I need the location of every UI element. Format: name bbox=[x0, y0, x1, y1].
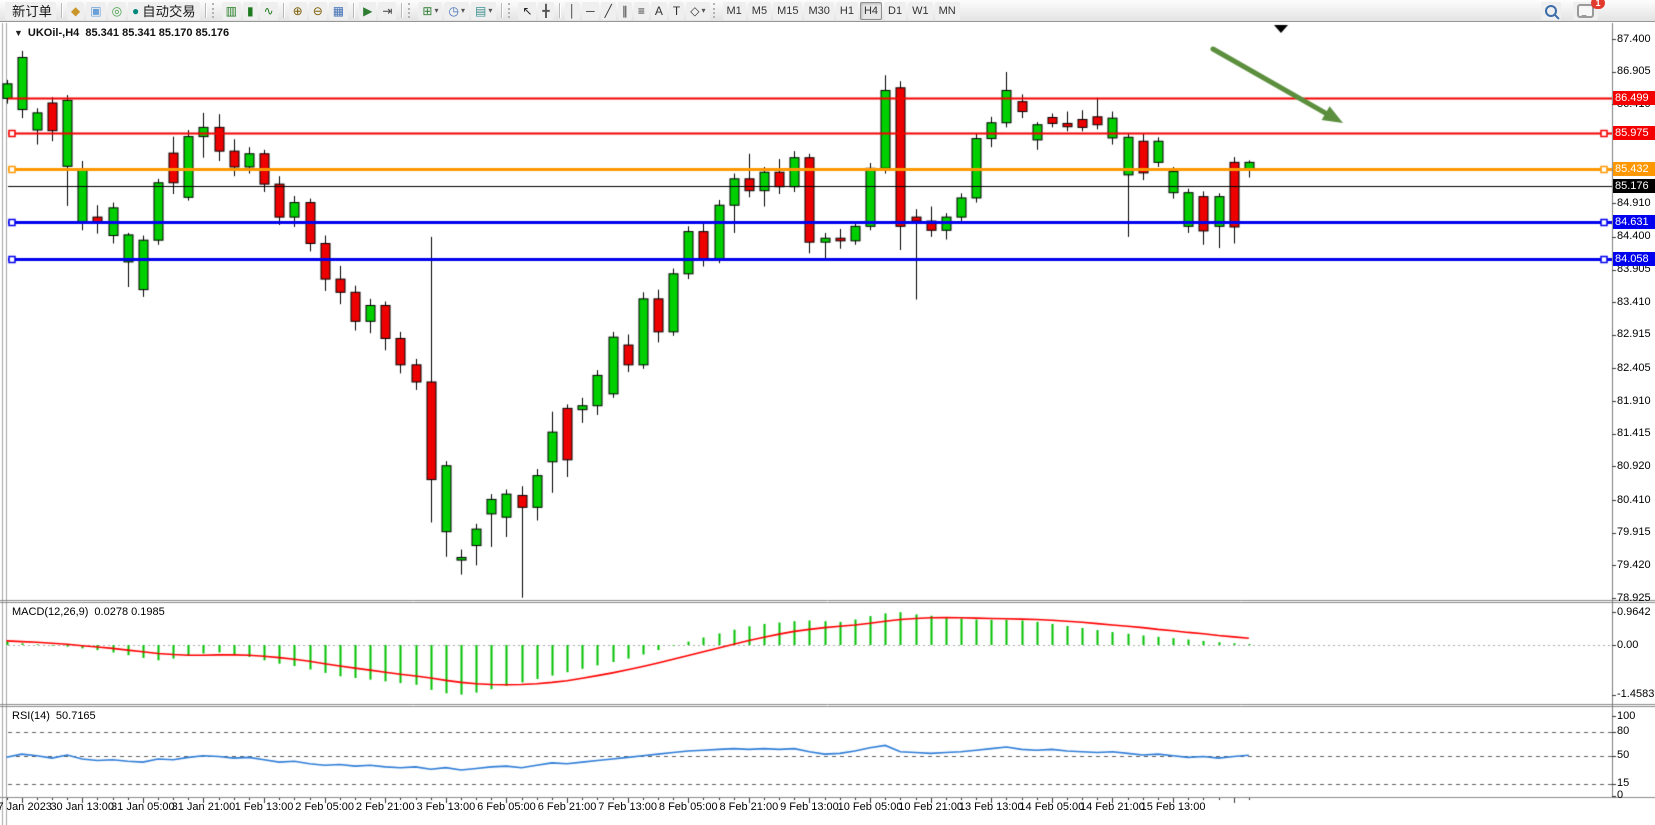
macd-values: 0.0278 0.1985 bbox=[94, 606, 165, 618]
price-tick-label: 82.915 bbox=[1617, 328, 1651, 341]
time-axis-label: 6 Feb 21:00 bbox=[537, 801, 597, 813]
time-axis-label: 10 Feb 21:00 bbox=[898, 801, 964, 813]
macd-axis-label: 0.00 bbox=[1617, 638, 1639, 651]
time-axis-label: 3 Feb 13:00 bbox=[416, 801, 476, 813]
macd-axis-label: 0.9642 bbox=[1617, 605, 1651, 618]
price-tick-label: 80.410 bbox=[1617, 493, 1651, 506]
collapse-icon[interactable]: ▼ bbox=[14, 28, 23, 38]
price-tick-label: 80.920 bbox=[1617, 459, 1651, 472]
price-tick-label: 86.905 bbox=[1617, 65, 1651, 78]
time-axis-label: 2 Feb 21:00 bbox=[355, 801, 415, 813]
time-axis-label: 30 Jan 13:00 bbox=[50, 801, 115, 813]
rsi-axis-label: 15 bbox=[1617, 777, 1630, 790]
price-tick-label: 84.910 bbox=[1617, 196, 1651, 209]
time-axis-label: 8 Feb 05:00 bbox=[658, 801, 718, 813]
chart-ohlc-values: 85.341 85.341 85.170 85.176 bbox=[85, 27, 230, 39]
rsi-name: RSI(14) bbox=[12, 710, 50, 722]
level-price-label: 84.058 bbox=[1613, 252, 1655, 267]
level-price-label: 85.432 bbox=[1613, 161, 1655, 176]
macd-axis-label: -1.4583 bbox=[1617, 688, 1655, 701]
time-axis-label: 8 Feb 21:00 bbox=[719, 801, 779, 813]
rsi-axis-label: 80 bbox=[1617, 725, 1630, 738]
rsi-axis-label: 0 bbox=[1617, 789, 1624, 801]
time-axis-label: 15 Feb 13:00 bbox=[1140, 801, 1206, 813]
level-price-label: 86.499 bbox=[1613, 91, 1655, 106]
rsi-axis-label: 100 bbox=[1617, 709, 1636, 722]
level-price-label: 85.975 bbox=[1613, 125, 1655, 140]
time-axis-label: 14 Feb 21:00 bbox=[1080, 801, 1145, 813]
time-axis-label: 14 Feb 05:00 bbox=[1019, 801, 1085, 813]
price-tick-label: 78.925 bbox=[1617, 591, 1651, 604]
time-axis-label: 31 Jan 21:00 bbox=[171, 801, 236, 813]
time-axis-label: 2 Feb 05:00 bbox=[295, 801, 354, 813]
price-tick-label: 79.915 bbox=[1617, 526, 1651, 539]
price-tick-label: 81.910 bbox=[1617, 394, 1651, 407]
time-axis-label: 27 Jan 2023 bbox=[0, 801, 52, 813]
time-axis-label: 6 Feb 05:00 bbox=[477, 801, 536, 813]
rsi-indicator-label: RSI(14) 50.7165 bbox=[12, 710, 96, 723]
level-price-label: 84.631 bbox=[1613, 214, 1655, 229]
time-axis-label: 7 Feb 13:00 bbox=[598, 801, 657, 813]
chart-symbol-period: UKOil-,H4 bbox=[27, 27, 80, 39]
level-price-label: 85.176 bbox=[1613, 178, 1655, 193]
rsi-axis-label: 50 bbox=[1617, 749, 1630, 762]
price-tick-label: 79.420 bbox=[1617, 558, 1651, 571]
price-tick-label: 81.415 bbox=[1617, 427, 1651, 440]
chart-title: ▼ UKOil-,H4 85.341 85.341 85.170 85.176 bbox=[14, 27, 229, 40]
time-axis-label: 31 Jan 05:00 bbox=[111, 801, 175, 813]
rsi-value: 50.7165 bbox=[55, 710, 96, 722]
price-tick-label: 82.405 bbox=[1617, 361, 1651, 374]
macd-indicator-label: MACD(12,26,9) 0.0278 0.1985 bbox=[12, 606, 165, 619]
price-tick-label: 87.400 bbox=[1617, 32, 1651, 45]
time-axis-label: 13 Feb 13:00 bbox=[958, 801, 1024, 813]
price-tick-label: 83.410 bbox=[1617, 295, 1651, 308]
price-tick-label: 84.400 bbox=[1617, 230, 1651, 243]
time-axis-label: 10 Feb 05:00 bbox=[837, 801, 903, 813]
time-axis-label: 9 Feb 13:00 bbox=[780, 801, 839, 813]
time-axis-label: 1 Feb 13:00 bbox=[234, 801, 294, 813]
macd-name: MACD(12,26,9) bbox=[12, 606, 89, 618]
